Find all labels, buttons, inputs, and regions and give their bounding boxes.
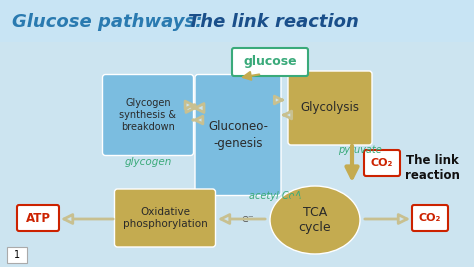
Text: Oxidative
phosphorylation: Oxidative phosphorylation [123, 207, 207, 229]
Text: e⁻: e⁻ [242, 214, 255, 224]
FancyBboxPatch shape [7, 247, 27, 263]
Text: 1: 1 [14, 250, 20, 260]
Text: acetyl CoA: acetyl CoA [249, 191, 301, 201]
Text: pyruvate: pyruvate [338, 145, 382, 155]
Text: glucose: glucose [243, 56, 297, 69]
FancyBboxPatch shape [17, 205, 59, 231]
Text: Glucose pathways:: Glucose pathways: [12, 13, 209, 31]
Text: Glycolysis: Glycolysis [301, 101, 359, 115]
Ellipse shape [270, 186, 360, 254]
FancyBboxPatch shape [102, 74, 193, 155]
Text: TCA
cycle: TCA cycle [299, 206, 331, 234]
FancyBboxPatch shape [364, 150, 400, 176]
Text: CO₂: CO₂ [371, 158, 393, 168]
Text: CO₂: CO₂ [419, 213, 441, 223]
Text: Gluconeo-
-genesis: Gluconeo- -genesis [208, 120, 268, 150]
Text: The link
reaction: The link reaction [405, 154, 459, 182]
Text: The link reaction: The link reaction [188, 13, 359, 31]
FancyBboxPatch shape [195, 74, 281, 195]
Text: ATP: ATP [26, 211, 51, 225]
FancyBboxPatch shape [232, 48, 308, 76]
FancyBboxPatch shape [115, 189, 216, 247]
FancyBboxPatch shape [412, 205, 448, 231]
FancyBboxPatch shape [0, 0, 474, 42]
Text: Glycogen
synthesis &
breakdown: Glycogen synthesis & breakdown [119, 98, 176, 132]
Text: glycogen: glycogen [124, 157, 172, 167]
FancyBboxPatch shape [288, 71, 372, 145]
